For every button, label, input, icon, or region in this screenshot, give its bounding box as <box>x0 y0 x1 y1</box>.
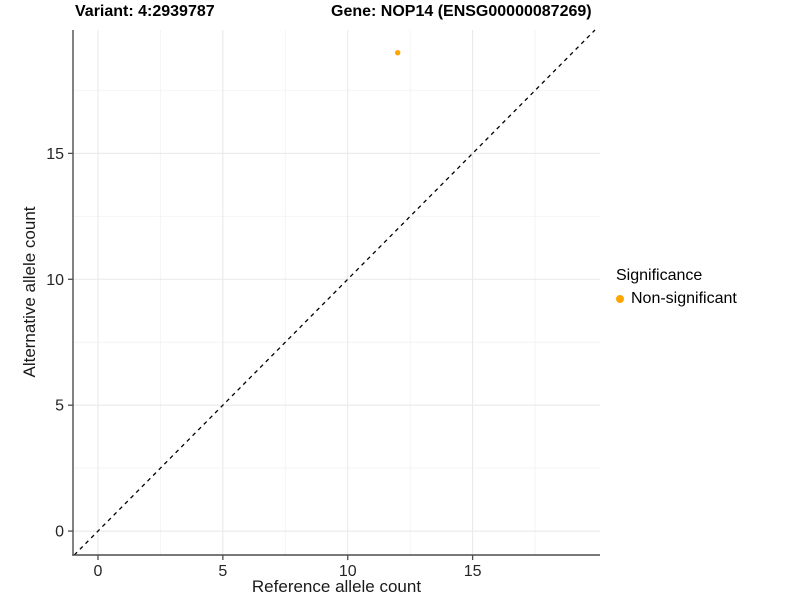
variant-title: Variant: 4:2939787 <box>75 3 215 20</box>
y-tick-label: 10 <box>46 272 64 289</box>
y-tick-label: 15 <box>46 146 64 163</box>
x-tick-label: 15 <box>464 563 482 580</box>
x-tick-label: 10 <box>339 563 357 580</box>
x-tick-label: 5 <box>218 563 227 580</box>
legend: Significance Non-significant <box>616 267 737 308</box>
legend-point-icon <box>616 295 624 303</box>
identity-reference-line <box>73 29 596 556</box>
gene-title: Gene: NOP14 (ENSG00000087269) <box>331 3 592 20</box>
legend-title: Significance <box>616 267 703 284</box>
legend-item-label: Non-significant <box>631 290 737 307</box>
x-tick-label: 0 <box>94 563 103 580</box>
y-tick-label: 0 <box>55 524 64 541</box>
y-axis-title: Alternative allele count <box>20 206 39 378</box>
y-tick-label: 5 <box>55 398 64 415</box>
legend-item: Non-significant <box>616 290 737 308</box>
data-point <box>394 49 401 56</box>
x-axis-title: Reference allele count <box>251 577 422 596</box>
